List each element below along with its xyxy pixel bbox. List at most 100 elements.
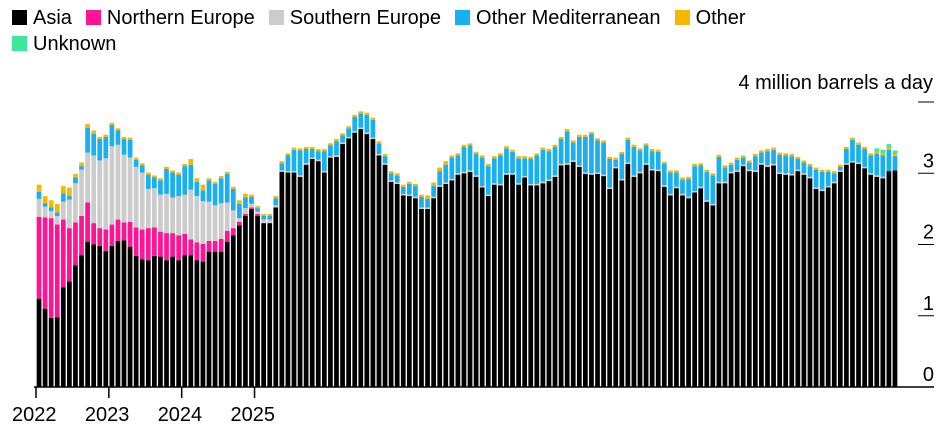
bar-other-mediterranean <box>740 157 746 165</box>
bar-other-mediterranean <box>194 181 200 197</box>
bar-northern-europe <box>139 229 145 260</box>
bar-southern-europe <box>243 208 248 214</box>
bar-southern-europe <box>212 205 218 241</box>
bar-other-mediterranean <box>722 167 728 182</box>
bar-other <box>771 147 776 150</box>
bar-northern-europe <box>230 228 236 236</box>
bar-asia <box>485 196 491 387</box>
bar-southern-europe <box>795 169 801 172</box>
bar-asia <box>321 172 327 387</box>
bar-southern-europe <box>667 193 673 196</box>
bar-other-mediterranean <box>200 190 206 202</box>
bar-northern-europe <box>206 240 212 252</box>
bar-other-mediterranean <box>370 119 376 138</box>
bar-asia <box>795 171 801 387</box>
x-tick-label: 2022 <box>12 404 57 426</box>
bar-other <box>522 156 528 159</box>
bar-southern-europe <box>625 162 631 164</box>
legend-label: Asia <box>33 7 72 29</box>
bar-other <box>382 154 388 157</box>
bar-asia <box>91 244 97 387</box>
bar-asia <box>212 251 218 388</box>
bar-southern-europe <box>722 181 728 184</box>
bar-other <box>121 136 127 140</box>
bar-asia <box>85 241 90 387</box>
bar-southern-europe <box>261 219 266 224</box>
bar-asia <box>303 164 309 387</box>
bar-southern-europe <box>570 160 576 162</box>
bar-southern-europe <box>145 188 151 229</box>
bar-other <box>783 153 789 156</box>
bar-asia <box>601 176 606 387</box>
bar-asia <box>249 208 254 388</box>
bar-other-mediterranean <box>139 165 145 173</box>
bar-asia <box>400 195 406 387</box>
bar-asia <box>777 173 782 387</box>
bar-other <box>534 153 540 156</box>
bar-asia <box>819 191 825 387</box>
bar-asia <box>479 187 485 387</box>
bar-other <box>607 156 613 159</box>
bar-other <box>716 154 722 157</box>
bar-southern-europe <box>789 173 795 176</box>
bar-asia <box>261 223 266 388</box>
bar-other-mediterranean <box>880 155 886 177</box>
bar-asia <box>413 198 418 387</box>
bar-other-mediterranean <box>874 154 880 176</box>
bar-other-mediterranean <box>127 139 133 158</box>
bar-asia <box>862 168 867 387</box>
bar-southern-europe <box>661 185 667 187</box>
legend-label: Northern Europe <box>106 7 255 29</box>
bar-other <box>686 176 691 179</box>
bar-southern-europe <box>182 194 188 234</box>
bar-other-mediterranean <box>406 183 412 195</box>
bar-other-mediterranean <box>67 196 72 200</box>
bar-other-mediterranean <box>552 146 558 176</box>
bar-southern-europe <box>765 165 770 167</box>
bar-northern-europe <box>170 233 175 257</box>
bar-other-mediterranean <box>340 135 345 143</box>
bar-southern-europe <box>36 198 42 217</box>
bar-southern-europe <box>255 211 260 214</box>
bar-southern-europe <box>558 163 564 166</box>
bar-other-mediterranean <box>771 149 776 164</box>
bar-other-mediterranean <box>382 156 388 164</box>
bar-other <box>795 156 801 159</box>
bar-southern-europe <box>534 183 540 186</box>
bar-other-mediterranean <box>589 134 594 174</box>
bar-southern-europe <box>194 196 200 243</box>
bar-southern-europe <box>73 183 78 223</box>
bar-other-mediterranean <box>595 140 600 173</box>
bar-northern-europe <box>188 239 194 256</box>
bar-southern-europe <box>856 162 861 164</box>
bar-northern-europe <box>67 228 72 282</box>
bar-other-mediterranean <box>73 177 78 184</box>
bar-asia <box>498 185 503 387</box>
bar-northern-europe <box>60 219 66 288</box>
bar-other <box>60 186 66 194</box>
bar-southern-europe <box>206 201 212 241</box>
bar-other <box>206 178 212 181</box>
bar-other-mediterranean <box>667 172 673 194</box>
bar-other-mediterranean <box>91 134 97 156</box>
bar-other <box>328 143 333 146</box>
bar-other-mediterranean <box>564 131 570 164</box>
bar-northern-europe <box>85 202 90 242</box>
bar-other-mediterranean <box>674 172 679 187</box>
bar-southern-europe <box>133 166 139 228</box>
bar-other-mediterranean <box>48 207 54 212</box>
bar-other-mediterranean <box>661 163 667 186</box>
bar-other <box>886 147 892 150</box>
bar-northern-europe <box>103 229 109 251</box>
bars-group <box>36 111 898 388</box>
bar-southern-europe <box>613 166 619 169</box>
bar-other-mediterranean <box>637 150 643 172</box>
bar-other <box>152 175 157 178</box>
bar-asia <box>340 144 345 387</box>
bar-southern-europe <box>813 187 819 189</box>
bar-other <box>619 151 625 155</box>
bar-other-mediterranean <box>364 114 370 133</box>
bar-other <box>722 165 728 168</box>
bar-other <box>400 184 406 187</box>
